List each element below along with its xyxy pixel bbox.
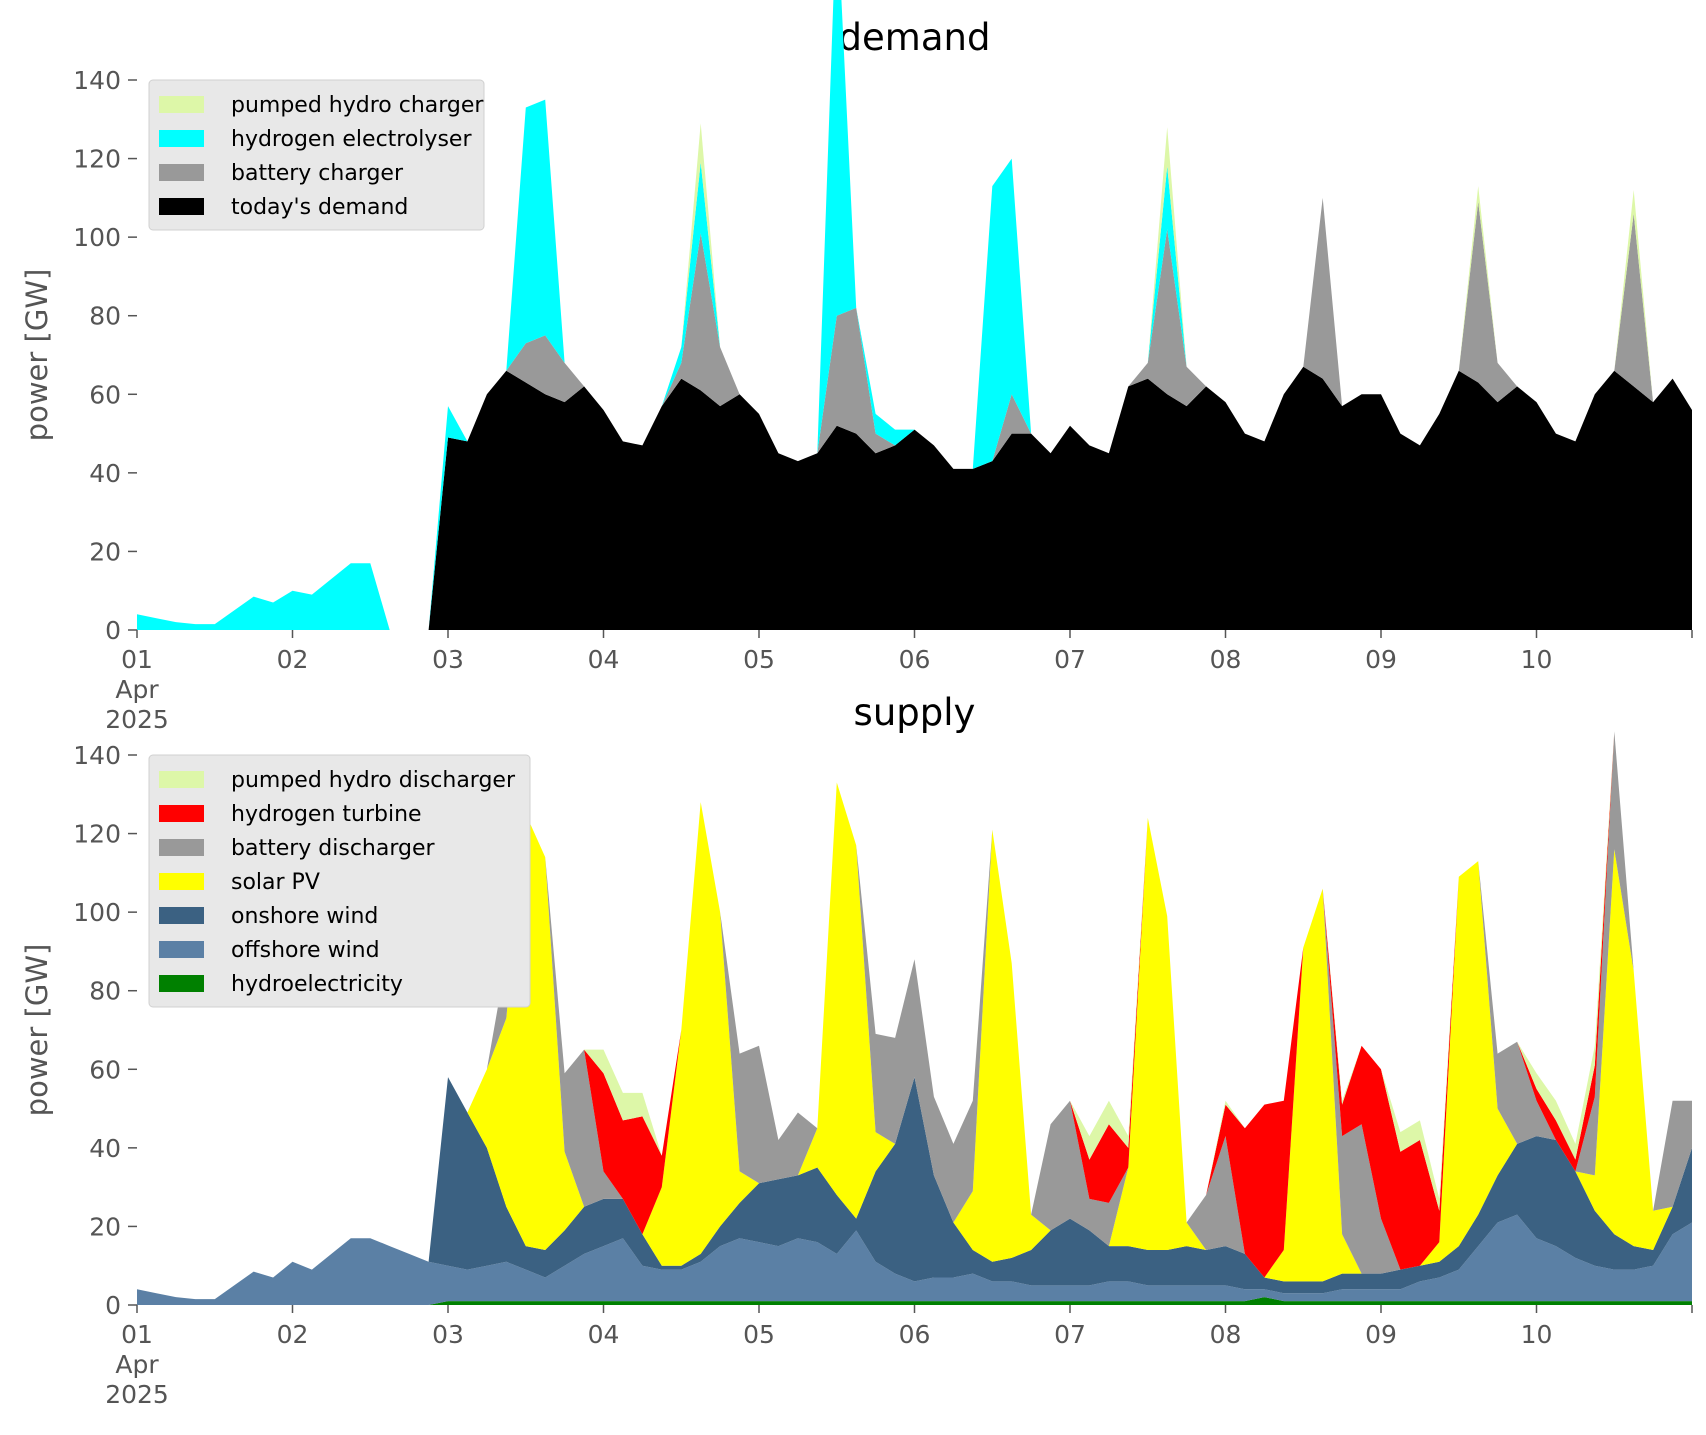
x-tick-label: 02 <box>277 645 309 674</box>
x-tick-label: 05 <box>743 645 775 674</box>
area-offshore-wind <box>137 1214 1692 1305</box>
legend-label: pumped hydro discharger <box>231 768 516 793</box>
y-tick-label: 40 <box>89 1134 121 1163</box>
x-tick-label: 04 <box>588 645 620 674</box>
x-tick-label: 06 <box>899 1320 931 1349</box>
x-tick-label: 09 <box>1365 645 1397 674</box>
y-axis-label: power [GW] <box>20 269 54 442</box>
x-tick-label: 07 <box>1054 1320 1086 1349</box>
legend-swatch <box>159 839 204 856</box>
x-tick-label: 09 <box>1365 1320 1397 1349</box>
chart-title: demand <box>839 16 991 59</box>
area-hydrogen-electrolyser <box>137 0 1692 630</box>
y-axis-label: power [GW] <box>20 944 54 1117</box>
x-tick-label: 10 <box>1521 645 1553 674</box>
x-tick-label: 10 <box>1521 1320 1553 1349</box>
legend-swatch <box>159 975 204 992</box>
y-tick-label: 80 <box>89 977 121 1006</box>
legend-label: pumped hydro charger <box>231 93 484 118</box>
legend-box <box>148 79 485 231</box>
series-areas <box>137 0 1692 630</box>
y-tick-label: 0 <box>105 1291 121 1320</box>
area-hydroelectricity <box>137 1297 1692 1305</box>
y-tick-label: 100 <box>73 223 121 252</box>
x-tick-label: 05 <box>743 1320 775 1349</box>
area-battery-discharger <box>137 731 1692 1300</box>
y-tick-label: 20 <box>89 1212 121 1241</box>
x-tick-label: 06 <box>899 645 931 674</box>
x-tick-label: 08 <box>1210 1320 1242 1349</box>
legend-label: hydrogen electrolyser <box>231 127 472 152</box>
x-tick-label: 07 <box>1054 645 1086 674</box>
chart-title: supply <box>854 691 976 734</box>
y-tick-label: 0 <box>105 616 121 645</box>
x-tick-label: 01 Apr 2025 <box>105 1320 169 1409</box>
legend: pumped hydro charger hydrogen electrolyse… <box>148 79 485 231</box>
legend-box <box>148 754 531 1008</box>
x-tick-label: 08 <box>1210 645 1242 674</box>
legend-swatch <box>159 198 204 215</box>
y-tick-label: 140 <box>73 741 121 770</box>
x-tick-label: 03 <box>432 645 464 674</box>
legend-label: hydroelectricity <box>231 972 403 997</box>
y-tick-label: 80 <box>89 302 121 331</box>
y-tick-label: 120 <box>73 820 121 849</box>
y-tick-label: 120 <box>73 145 121 174</box>
legend-label: battery charger <box>231 161 404 186</box>
y-tick-label: 20 <box>89 537 121 566</box>
legend-label: solar PV <box>231 870 320 895</box>
area-today-s-demand <box>137 366 1692 630</box>
y-tick-label: 60 <box>89 380 121 409</box>
y-tick-label: 60 <box>89 1055 121 1084</box>
legend-label: offshore wind <box>231 938 380 963</box>
legend-swatch <box>159 805 204 822</box>
y-tick-label: 40 <box>89 459 121 488</box>
legend-swatch <box>159 96 204 113</box>
legend: pumped hydro discharger hydrogen turbine b… <box>148 754 531 1008</box>
x-tick-label: 03 <box>432 1320 464 1349</box>
x-tick-label: 04 <box>588 1320 620 1349</box>
area-onshore-wind <box>137 1077 1692 1300</box>
legend-swatch <box>159 873 204 890</box>
x-tick-label: 02 <box>277 1320 309 1349</box>
x-tick-label: 01 Apr 2025 <box>105 645 169 734</box>
legend-swatch <box>159 771 204 788</box>
legend-swatch <box>159 941 204 958</box>
legend-label: today's demand <box>231 195 408 220</box>
legend-label: battery discharger <box>231 836 436 861</box>
legend-swatch <box>159 164 204 181</box>
y-tick-label: 100 <box>73 898 121 927</box>
y-tick-label: 140 <box>73 66 121 95</box>
legend-label: hydrogen turbine <box>231 802 422 827</box>
legend-swatch <box>159 907 204 924</box>
legend-label: onshore wind <box>231 904 378 929</box>
legend-swatch <box>159 130 204 147</box>
